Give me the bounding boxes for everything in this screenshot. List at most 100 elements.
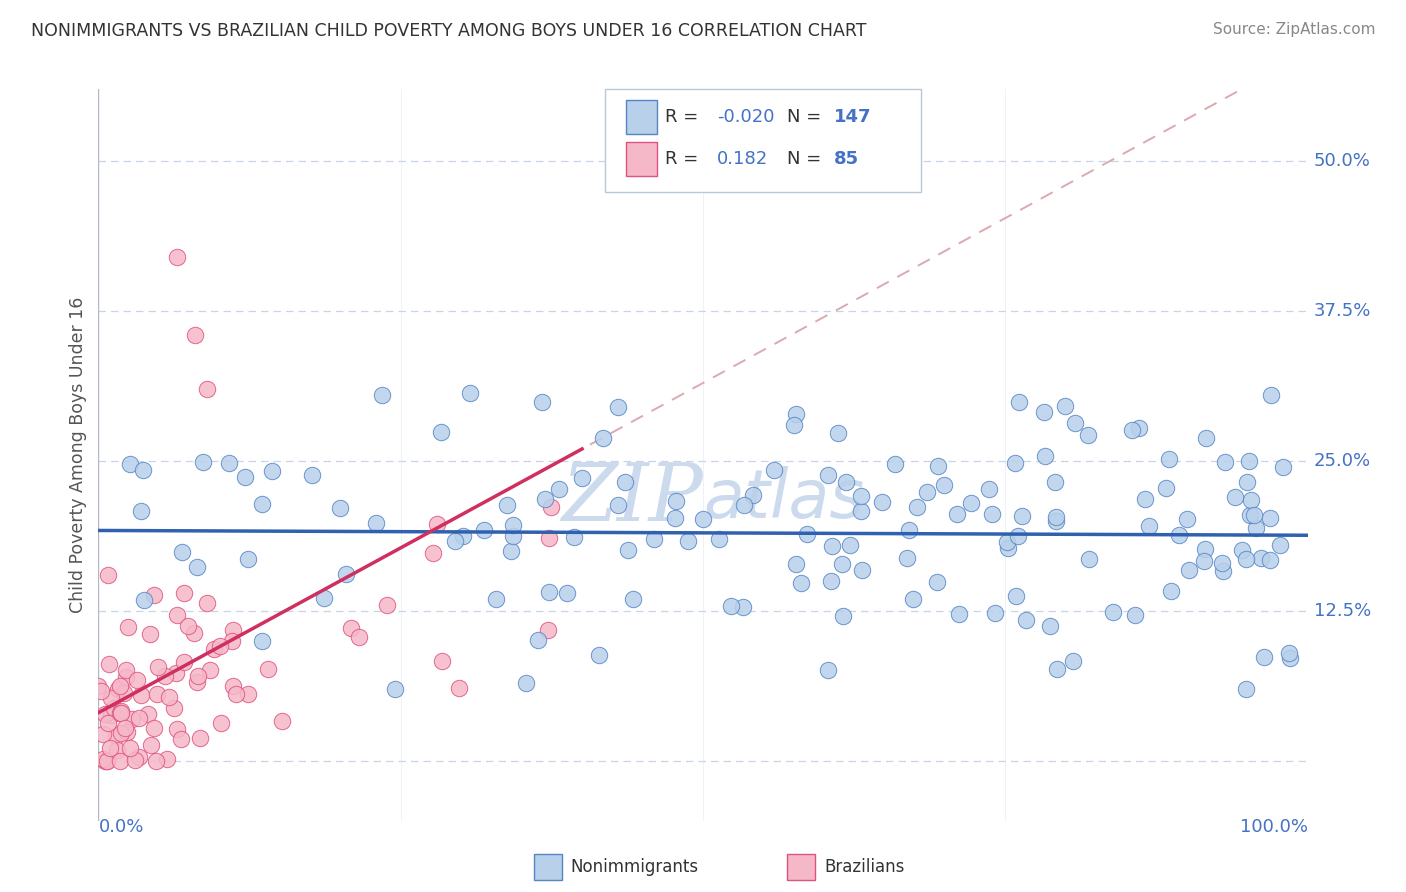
Point — [531, 395, 554, 409]
Point — [571, 471, 593, 485]
Point — [1045, 515, 1067, 529]
Point — [347, 630, 370, 644]
Point — [616, 543, 638, 558]
Point — [108, 754, 131, 768]
Point — [1011, 508, 1033, 523]
Point — [592, 431, 614, 445]
Text: N =: N = — [787, 150, 821, 168]
Point — [588, 648, 610, 663]
Point — [707, 532, 730, 546]
Point — [796, 526, 818, 541]
Point — [817, 468, 839, 483]
Point — [128, 750, 150, 764]
Point — [1175, 512, 1198, 526]
Point — [188, 731, 211, 745]
Text: 100.0%: 100.0% — [1240, 818, 1308, 836]
Point — [948, 607, 970, 622]
Point — [98, 657, 121, 671]
Text: ZIP: ZIP — [561, 460, 703, 538]
Point — [173, 655, 195, 669]
Point — [90, 683, 112, 698]
Point — [1007, 529, 1029, 543]
Point — [1156, 481, 1178, 495]
Point — [143, 721, 166, 735]
Point — [1102, 605, 1125, 619]
Point — [1272, 459, 1295, 474]
Point — [118, 457, 141, 471]
Point — [1128, 421, 1150, 435]
Point — [218, 456, 240, 470]
Point — [980, 507, 1002, 521]
Point — [849, 489, 872, 503]
Point — [335, 566, 357, 581]
Point — [145, 687, 167, 701]
Point — [1215, 455, 1237, 469]
Point — [790, 575, 813, 590]
Text: 0.0%: 0.0% — [98, 818, 143, 836]
Point — [145, 754, 167, 768]
Point — [87, 679, 110, 693]
Point — [1033, 405, 1056, 419]
Point — [129, 504, 152, 518]
Point — [225, 688, 247, 702]
Point — [110, 726, 132, 740]
Point — [430, 425, 453, 440]
Point — [526, 632, 548, 647]
Point — [502, 529, 524, 543]
Point — [270, 714, 292, 728]
Point — [222, 679, 245, 693]
Point — [221, 634, 243, 648]
Point — [1239, 454, 1261, 468]
Point — [607, 498, 630, 512]
Point — [301, 468, 323, 483]
Point — [927, 458, 949, 473]
Point — [1225, 490, 1247, 504]
Point — [108, 706, 131, 720]
Text: R =: R = — [665, 108, 699, 126]
Point — [1212, 564, 1234, 578]
Point — [105, 743, 128, 757]
Point — [370, 387, 392, 401]
Point — [1253, 649, 1275, 664]
Point — [444, 534, 467, 549]
Point — [110, 706, 132, 720]
Point — [960, 496, 983, 510]
Point — [209, 715, 232, 730]
Point — [1015, 613, 1038, 627]
Point — [903, 592, 925, 607]
Point — [820, 574, 842, 588]
Point — [817, 663, 839, 677]
Point — [1234, 552, 1257, 566]
Point — [460, 386, 482, 401]
Point — [821, 539, 844, 553]
Point — [328, 500, 350, 515]
Point — [96, 754, 118, 768]
Point — [540, 500, 562, 515]
Point — [426, 517, 449, 532]
Point — [163, 701, 186, 715]
Point — [166, 722, 188, 736]
Point — [165, 666, 187, 681]
Point — [153, 668, 176, 682]
Text: 37.5%: 37.5% — [1313, 302, 1371, 320]
Point — [100, 708, 122, 723]
Point — [898, 523, 921, 537]
Point — [870, 495, 893, 509]
Point — [108, 679, 131, 693]
Point — [664, 511, 686, 525]
Point — [537, 624, 560, 638]
Point — [838, 538, 860, 552]
Point — [896, 550, 918, 565]
Point — [562, 530, 585, 544]
Point — [114, 670, 136, 684]
Point — [1244, 521, 1267, 535]
Point — [187, 669, 209, 683]
Point — [451, 529, 474, 543]
Point — [129, 688, 152, 702]
Point — [1239, 508, 1261, 523]
Text: Brazilians: Brazilians — [824, 858, 904, 876]
Point — [983, 606, 1005, 620]
Point — [1123, 607, 1146, 622]
Point — [202, 642, 225, 657]
Point — [115, 724, 138, 739]
